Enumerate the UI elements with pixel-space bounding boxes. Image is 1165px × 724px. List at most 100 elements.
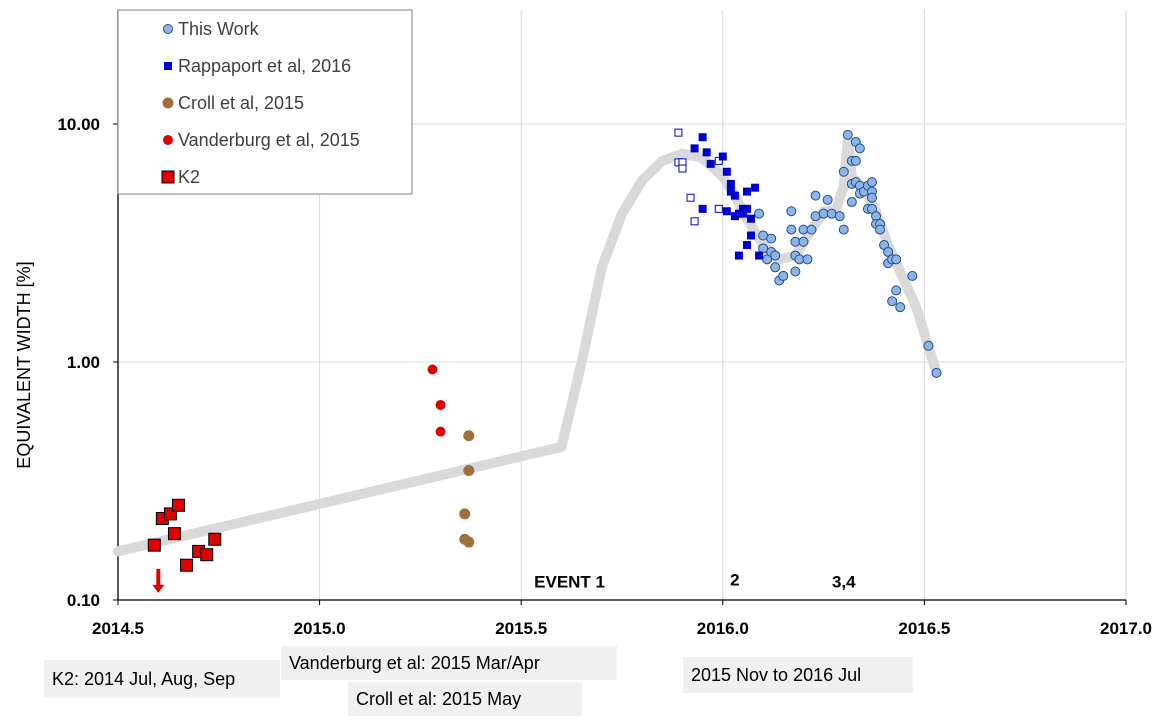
data-point xyxy=(722,167,731,176)
data-point-hollow xyxy=(686,193,695,202)
data-point xyxy=(167,527,181,541)
data-point xyxy=(747,231,756,240)
data-point-hollow xyxy=(674,128,683,137)
data-point xyxy=(427,364,438,375)
data-point xyxy=(834,211,845,222)
data-point xyxy=(854,143,865,154)
data-point xyxy=(790,266,801,277)
annotation-label: 2 xyxy=(730,571,739,590)
y-axis-label: EQUIVALENT WIDTH [%] xyxy=(14,261,34,468)
series-croll-et-al-2015 xyxy=(459,430,475,548)
data-point xyxy=(435,426,446,437)
data-point-hollow xyxy=(678,164,687,173)
y-tick-label: 1.00 xyxy=(67,353,100,372)
x-tick-label: 2014.5 xyxy=(92,619,144,638)
data-point xyxy=(766,233,777,244)
data-point xyxy=(891,254,902,265)
data-point xyxy=(838,224,849,235)
legend: This Work Rappaport et al, 2016 Croll et a… xyxy=(117,9,413,195)
data-point xyxy=(822,194,833,205)
series-k2 xyxy=(147,498,222,572)
x-tick-label: 2016.5 xyxy=(898,619,950,638)
data-point xyxy=(738,209,747,218)
caption-croll: Croll et al: 2015 May xyxy=(348,682,582,716)
data-point xyxy=(866,192,877,203)
data-point xyxy=(786,224,797,235)
caption-this-work: 2015 Nov to 2016 Jul xyxy=(683,657,913,693)
data-point xyxy=(778,270,789,281)
data-point xyxy=(463,430,475,442)
legend-label: K2 xyxy=(178,167,200,187)
caption-k2: K2: 2014 Jul, Aug, Sep xyxy=(44,660,280,698)
legend-marker xyxy=(162,97,174,109)
data-point xyxy=(923,340,934,351)
legend-label: Vanderburg et al, 2015 xyxy=(178,130,360,150)
data-point xyxy=(810,190,821,201)
data-point xyxy=(754,208,765,219)
data-point xyxy=(698,133,707,142)
data-point xyxy=(838,166,849,177)
series-rappaport-et-al-2016 xyxy=(674,128,764,260)
data-point xyxy=(435,399,446,410)
data-point xyxy=(850,155,861,166)
data-point xyxy=(463,536,475,548)
legend-marker xyxy=(163,24,173,34)
data-point xyxy=(798,236,809,247)
x-tick-label: 2015.0 xyxy=(294,619,346,638)
data-point xyxy=(875,224,886,235)
data-point xyxy=(931,367,942,378)
data-point xyxy=(786,206,797,217)
caption-vanderburg: Vanderburg et al: 2015 Mar/Apr xyxy=(281,646,617,680)
data-point xyxy=(770,250,781,261)
data-point xyxy=(895,302,906,313)
x-tick-label: 2016.0 xyxy=(697,619,749,638)
data-point xyxy=(742,204,751,213)
legend-label: Rappaport et al, 2016 xyxy=(178,56,351,76)
data-point xyxy=(755,251,764,260)
legend-marker xyxy=(163,135,173,145)
data-point-hollow xyxy=(714,156,723,165)
data-point xyxy=(726,187,735,196)
data-point xyxy=(690,144,699,153)
data-point xyxy=(200,548,214,562)
data-point xyxy=(846,197,857,208)
data-point xyxy=(770,262,781,273)
data-point xyxy=(742,187,751,196)
data-point xyxy=(806,224,817,235)
data-point xyxy=(180,558,194,572)
data-point xyxy=(171,498,185,512)
data-point xyxy=(722,207,731,216)
x-tick-label: 2015.5 xyxy=(495,619,547,638)
data-point xyxy=(147,538,161,552)
data-point xyxy=(726,179,735,188)
data-point xyxy=(718,152,727,161)
data-point xyxy=(734,251,743,260)
data-point xyxy=(747,214,756,223)
data-point xyxy=(706,159,715,168)
legend-marker xyxy=(161,170,175,184)
data-point xyxy=(730,191,739,200)
data-point xyxy=(802,254,813,265)
data-point xyxy=(866,177,877,188)
annotation-label: EVENT 1 xyxy=(534,572,605,591)
data-point xyxy=(459,508,471,520)
legend-label: Croll et al, 2015 xyxy=(178,93,304,113)
y-tick-label: 0.10 xyxy=(67,591,100,610)
annotation-label: 3,4 xyxy=(832,572,856,591)
data-point xyxy=(730,212,739,221)
upper-limit-arrowhead xyxy=(152,584,165,593)
trend-line xyxy=(113,134,942,557)
data-point-hollow xyxy=(714,204,723,213)
legend-label: This Work xyxy=(178,19,260,39)
data-point xyxy=(891,285,902,296)
data-point xyxy=(208,532,222,546)
x-tick-label: 2017.0 xyxy=(1100,619,1152,638)
data-point xyxy=(463,465,475,477)
series-vanderburg-et-al-2015 xyxy=(427,364,446,437)
data-point xyxy=(887,296,898,307)
data-point xyxy=(751,183,760,192)
series-this-work xyxy=(754,129,942,378)
y-tick-label: 10.00 xyxy=(57,115,100,134)
data-point xyxy=(907,270,918,281)
